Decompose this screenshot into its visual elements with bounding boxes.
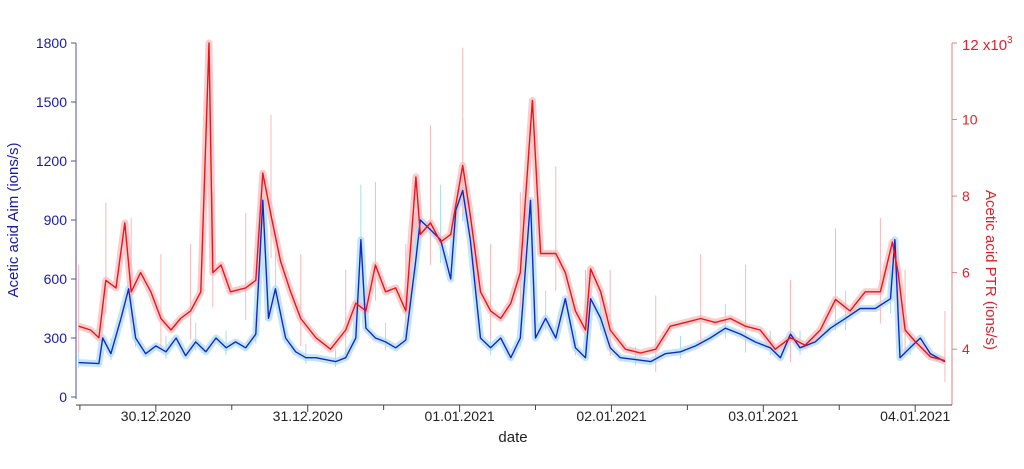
x-axis-tick-label: 03.01.2021 <box>728 408 798 424</box>
series-line-ptr <box>78 42 946 362</box>
left-axis-tick-label: 1800 <box>36 35 67 51</box>
left-axis-tick-label: 900 <box>44 212 68 228</box>
x-axis-label: date <box>498 429 527 446</box>
x-axis-tick-label: 30.12.2020 <box>121 408 191 424</box>
series-lines <box>78 42 946 365</box>
right-axis-tick-label: 6 <box>962 265 970 281</box>
right-axis-multiplier: x10 <box>983 37 1007 54</box>
series-line-aim <box>78 189 946 365</box>
axes: 0 300 600 900 1200 1500 1800 4 6 8 10 30.12.2020 31.… <box>36 35 978 424</box>
left-axis-tick-label: 1200 <box>36 153 67 169</box>
right-axis-tick-label: 10 <box>962 112 978 128</box>
x-axis-tick-label: 01.01.2021 <box>425 408 495 424</box>
right-axis-top-value: 12 <box>962 37 979 54</box>
left-axis-label: Acetic acid Aim (ions/s) <box>5 142 22 297</box>
right-axis-tick-label: 4 <box>962 341 970 357</box>
right-axis-top-label: 12 x103 <box>962 35 1013 54</box>
uncertainty-bands <box>77 39 947 382</box>
x-axis-tick-label: 04.01.2021 <box>880 408 950 424</box>
right-axis-tick-label: 8 <box>962 188 970 204</box>
series-band-1 <box>77 39 946 364</box>
right-axis-label: Acetic acid PTR (ions/s) <box>982 190 999 350</box>
x-axis-tick-label: 02.01.2021 <box>576 408 646 424</box>
left-axis-tick-label: 300 <box>44 330 68 346</box>
x-axis-tick-label: 31.12.2020 <box>273 408 343 424</box>
right-axis-exponent: 3 <box>1007 35 1013 46</box>
left-axis-tick-label: 600 <box>44 271 68 287</box>
left-axis-tick-label: 0 <box>59 389 67 405</box>
left-axis-tick-label: 1500 <box>36 94 67 110</box>
